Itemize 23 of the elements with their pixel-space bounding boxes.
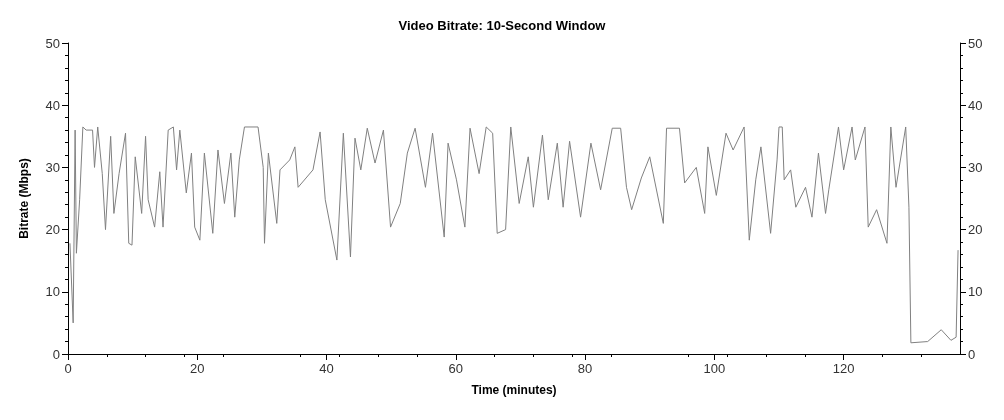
line-series bbox=[69, 126, 959, 344]
chart-title: Video Bitrate: 10-Second Window bbox=[398, 18, 607, 33]
y-tick-label: 20 bbox=[45, 222, 60, 238]
x-tick-label: 40 bbox=[319, 361, 334, 376]
y-tick-label: 50 bbox=[45, 35, 60, 51]
y-tick-label: 10 bbox=[45, 284, 60, 300]
x-axis-title: Time (minutes) bbox=[471, 383, 557, 397]
y-tick-label: 40 bbox=[45, 97, 60, 113]
x-tick-label: 80 bbox=[577, 361, 593, 376]
y-tick-label: 30 bbox=[45, 159, 60, 175]
y2-tick-label: 0 bbox=[968, 346, 976, 362]
y2-tick-label: 50 bbox=[968, 35, 983, 51]
y2-tick-label: 10 bbox=[968, 284, 983, 300]
x-tick-label: 120 bbox=[832, 361, 855, 376]
x-tick-label: 100 bbox=[703, 361, 726, 376]
y2-tick-label: 20 bbox=[968, 222, 983, 238]
y2-tick-label: 30 bbox=[968, 159, 983, 175]
x-tick-label: 60 bbox=[448, 361, 464, 376]
y-tick-label: 0 bbox=[52, 346, 60, 362]
x-tick-label: 0 bbox=[64, 361, 72, 376]
y2-tick-label: 40 bbox=[968, 97, 983, 113]
x-tick-label: 20 bbox=[190, 361, 205, 376]
y-axis-title: Bitrate (Mbps) bbox=[17, 158, 31, 239]
